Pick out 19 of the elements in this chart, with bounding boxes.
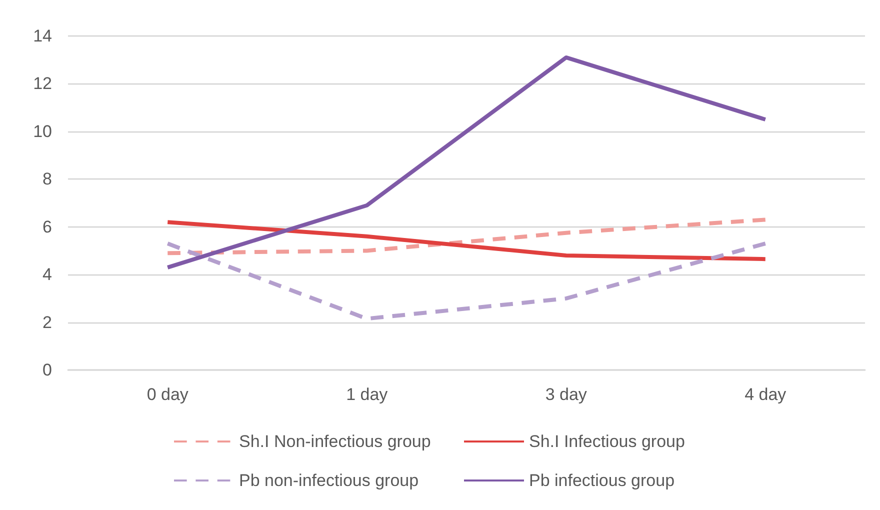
- y-tick-label: 6: [42, 217, 52, 236]
- y-tick-label: 2: [42, 312, 52, 332]
- y-tick-label: 4: [42, 265, 52, 284]
- line-series: [166, 218, 768, 256]
- x-tick-label: 0 day: [146, 385, 189, 404]
- y-tick-label: 10: [33, 122, 52, 141]
- legend-label: Pb non-infectious group: [239, 471, 419, 490]
- y-tick-label: 12: [33, 74, 52, 94]
- y-tick-label: 0: [42, 360, 52, 380]
- y-tick-label: 8: [42, 170, 52, 189]
- x-tick-label: 1 day: [346, 385, 388, 404]
- y-tick-label: 14: [33, 26, 52, 46]
- line-series: [166, 55, 768, 270]
- x-tick-label: 3 day: [545, 385, 588, 404]
- legend-label: Sh.I Non-infectious group: [239, 432, 431, 451]
- line-series: [166, 220, 768, 262]
- legend-label: Sh.I Infectious group: [529, 432, 685, 451]
- legend-label: Pb infectious group: [529, 471, 675, 490]
- x-tick-label: 4 day: [744, 385, 787, 404]
